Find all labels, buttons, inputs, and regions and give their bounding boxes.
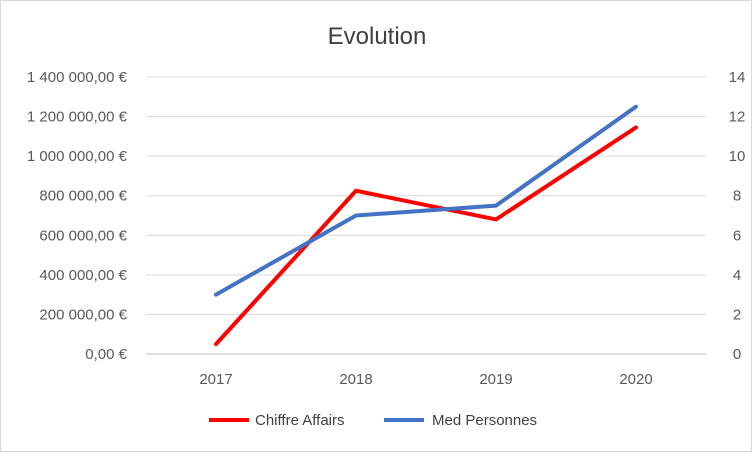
chart-title: Evolution <box>328 23 427 50</box>
right-axis-ticks: 0 2 4 6 8 10 12 14 <box>729 69 746 363</box>
left-tick-label: 400 000,00 € <box>39 267 127 284</box>
left-tick-label: 0,00 € <box>85 346 127 363</box>
left-tick-label: 200 000,00 € <box>39 306 127 323</box>
left-tick-label: 600 000,00 € <box>39 227 127 244</box>
right-tick-label: 14 <box>729 69 746 86</box>
x-tick-label: 2017 <box>199 371 232 388</box>
x-tick-label: 2018 <box>339 371 372 388</box>
legend-label: Chiffre Affairs <box>255 412 345 429</box>
gridlines <box>146 76 706 355</box>
series-line-chiffre-affairs <box>214 125 638 347</box>
left-tick-label: 1 200 000,00 € <box>27 109 128 126</box>
right-tick-label: 10 <box>729 148 746 165</box>
right-tick-label: 4 <box>733 267 741 284</box>
left-tick-label: 1 000 000,00 € <box>27 148 128 165</box>
left-tick-label: 1 400 000,00 € <box>27 69 128 86</box>
right-tick-label: 0 <box>733 346 741 363</box>
right-tick-label: 8 <box>733 188 741 205</box>
legend: Chiffre Affairs Med Personnes <box>209 412 537 429</box>
left-tick-label: 800 000,00 € <box>39 188 127 205</box>
right-tick-label: 12 <box>729 109 746 126</box>
right-tick-label: 2 <box>733 306 741 323</box>
series-group <box>214 104 638 347</box>
right-tick-label: 6 <box>733 227 741 244</box>
x-tick-label: 2020 <box>619 371 652 388</box>
legend-label: Med Personnes <box>432 412 537 429</box>
series-line-med-personnes <box>214 104 638 297</box>
x-tick-label: 2019 <box>479 371 512 388</box>
left-axis-ticks: 0,00 € 200 000,00 € 400 000,00 € 600 000,00… <box>27 69 128 363</box>
x-axis-ticks: 2017 2018 2019 2020 <box>199 371 652 388</box>
